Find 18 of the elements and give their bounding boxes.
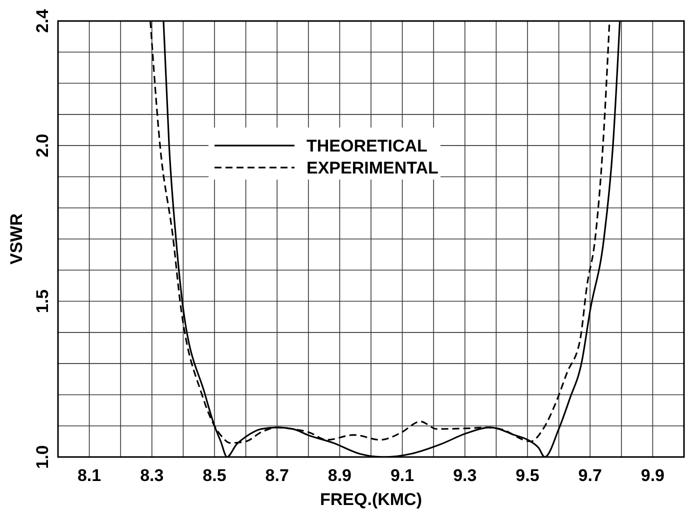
x-tick-label: 8.1: [77, 466, 102, 485]
y-tick-label: 2.4: [33, 8, 52, 33]
x-tick-label: 9.7: [578, 466, 602, 485]
x-tick-label: 8.3: [140, 466, 164, 485]
x-tick-label: 8.7: [265, 466, 289, 485]
legend-label: THEORETICAL: [306, 136, 428, 156]
y-tick-label: 1.5: [33, 289, 52, 314]
x-tick-label: 9.3: [453, 466, 477, 485]
x-tick-label: 8.9: [328, 466, 352, 485]
legend-label: EXPERIMENTAL: [306, 158, 438, 178]
x-tick-label: 9.9: [640, 466, 665, 485]
x-tick-label: 8.5: [202, 466, 226, 485]
x-tick-label: 9.5: [516, 466, 540, 485]
y-tick-label: 1.0: [33, 445, 52, 469]
y-axis-title: VSWR: [7, 214, 26, 264]
x-axis-title: FREQ.(KMC): [320, 490, 422, 509]
y-tick-label: 2.0: [33, 134, 52, 158]
x-tick-label: 9.1: [390, 466, 414, 485]
